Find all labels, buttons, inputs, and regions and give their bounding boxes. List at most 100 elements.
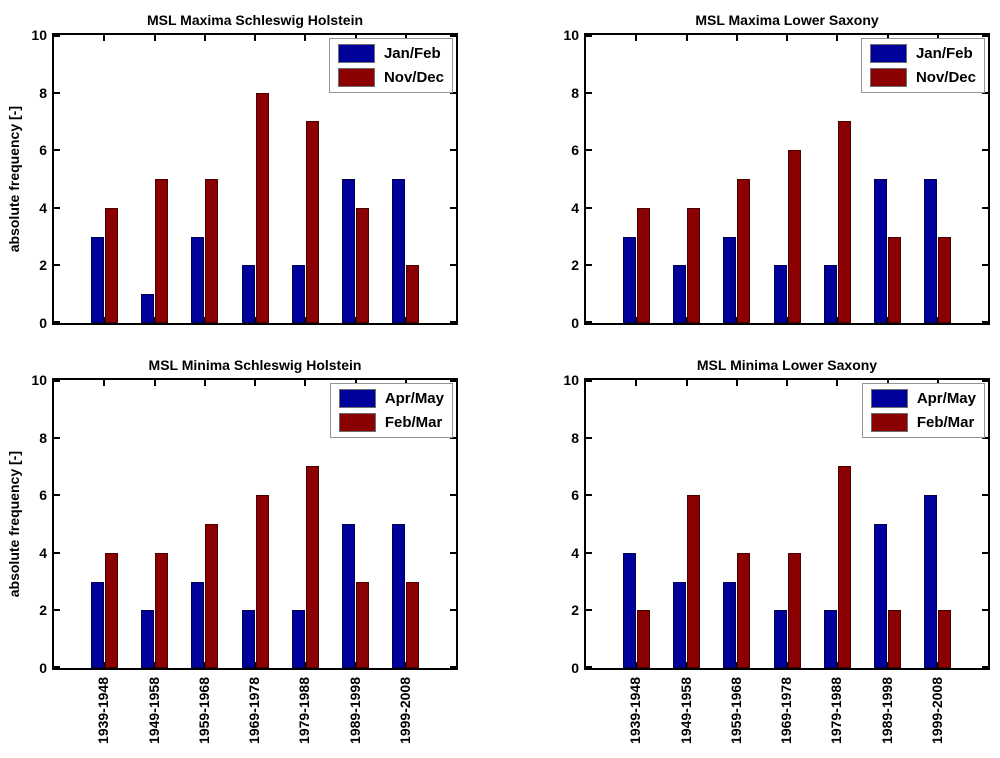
x-tick-label: 1959-1968 — [727, 677, 744, 744]
y-tick — [54, 149, 60, 152]
x-tick — [735, 380, 738, 386]
bar-feb-mar-1969-1978 — [787, 552, 801, 668]
axes: 0 2 4 6 8 10 1939-1948 1949-1958 1959-1968 1969-1… — [563, 372, 990, 744]
y-tick-label: 4 — [39, 199, 47, 216]
x-tick-label: 1939-1948 — [627, 677, 644, 744]
bar-nov-dec-1989-1998 — [888, 236, 901, 323]
x-tick — [304, 317, 307, 323]
y-tick — [982, 380, 988, 382]
legend-swatch-series2 — [338, 413, 376, 432]
y-tick-label: 0 — [39, 660, 47, 676]
y-tick — [982, 321, 988, 323]
y-tick — [54, 206, 60, 209]
bar-apr-may-1999-2008 — [392, 524, 406, 668]
bar-nov-dec-1999-2008 — [938, 236, 952, 323]
bar-jan-feb-1969-1978 — [241, 265, 255, 323]
x-tick-label: 1939-1948 — [95, 677, 112, 744]
bar-feb-mar-1949-1958 — [155, 552, 168, 668]
bar-feb-mar-1939-1948 — [104, 552, 118, 668]
bar-apr-may-1969-1978 — [241, 610, 255, 668]
bar-feb-mar-1989-1998 — [888, 610, 901, 668]
bar-nov-dec-1959-1968 — [737, 179, 751, 323]
bar-jan-feb-1999-2008 — [392, 179, 406, 323]
y-tick-label: 8 — [39, 84, 47, 101]
bar-jan-feb-1939-1948 — [622, 236, 636, 323]
x-tick-label: 1949-1958 — [677, 677, 694, 744]
y-tick — [54, 666, 60, 668]
bar-apr-may-1979-1988 — [291, 610, 305, 668]
bar-nov-dec-1939-1948 — [104, 207, 118, 323]
y-tick — [982, 264, 988, 267]
y-tick-label: 6 — [571, 487, 579, 504]
x-tick — [786, 317, 788, 323]
legend-swatch-series2 — [869, 68, 907, 87]
y-tick-label: 8 — [571, 429, 579, 446]
y-tick — [450, 206, 456, 209]
plot-area: 0 2 4 6 8 10 1939-1948 1949-1958 1959-1968 1969-1… — [563, 372, 988, 744]
legend-label: Feb/Mar — [916, 414, 975, 431]
y-tick — [54, 264, 60, 267]
legend-swatch-series2 — [337, 68, 375, 87]
bar-nov-dec-1989-1998 — [356, 207, 369, 323]
legend-swatch-series1 — [869, 44, 907, 63]
x-tick — [103, 317, 106, 323]
y-tick — [982, 91, 988, 94]
x-tick — [304, 35, 307, 41]
bar-apr-may-1979-1988 — [823, 610, 837, 668]
bar-apr-may-1999-2008 — [924, 495, 938, 668]
y-tick — [982, 149, 988, 152]
x-tick — [635, 662, 638, 668]
y-tick — [54, 551, 60, 554]
y-tick — [450, 321, 456, 323]
bar-jan-feb-1949-1958 — [141, 294, 154, 323]
y-tick — [450, 149, 456, 152]
y-tick — [54, 436, 60, 439]
y-tick — [450, 380, 456, 382]
y-tick — [450, 264, 456, 267]
chart-title: MSL Maxima Schleswig Holstein — [146, 12, 364, 28]
bar-jan-feb-1949-1958 — [673, 265, 686, 323]
x-tick — [836, 317, 839, 323]
x-tick — [786, 380, 788, 386]
subplot-msl-maxima-schleswig-holstein: MSL Maxima Schleswig Holstein absolute f… — [6, 12, 458, 331]
y-tick — [586, 494, 592, 497]
y-tick — [586, 321, 592, 323]
legend-item: Jan/Feb — [337, 44, 444, 63]
x-tick — [936, 662, 939, 668]
bar-nov-dec-1969-1978 — [255, 92, 269, 323]
legend: Apr/May Feb/Mar — [329, 383, 453, 438]
legend-item: Feb/Mar — [870, 413, 976, 432]
x-tick — [404, 317, 407, 323]
x-tick-label: 1989-1998 — [878, 677, 895, 744]
y-tick — [586, 551, 592, 554]
bar-feb-mar-1999-2008 — [406, 581, 420, 668]
legend-item: Nov/Dec — [337, 68, 444, 87]
y-tick-label: 6 — [39, 487, 47, 504]
y-tick — [586, 149, 592, 152]
x-tick — [203, 317, 206, 323]
x-tick — [886, 662, 889, 668]
y-tick-label: 10 — [31, 372, 47, 388]
bar-apr-may-1949-1958 — [673, 581, 686, 668]
x-tick-label: 1989-1998 — [346, 677, 363, 744]
legend: Jan/Feb Nov/Dec — [860, 38, 985, 93]
y-axis-label: absolute frequency [-] — [6, 105, 22, 253]
y-tick — [54, 321, 60, 323]
y-tick — [586, 436, 592, 439]
axes: 0 2 4 6 8 10 Jan/Feb Nov/Dec — [563, 27, 990, 331]
x-tick — [354, 317, 357, 323]
bar-nov-dec-1999-2008 — [406, 265, 420, 323]
bar-nov-dec-1969-1978 — [787, 150, 801, 323]
y-tick — [982, 494, 988, 497]
y-tick — [450, 35, 456, 37]
y-tick-label: 4 — [39, 544, 47, 561]
legend-label: Jan/Feb — [915, 45, 973, 62]
x-tick — [153, 35, 156, 41]
x-tick — [836, 662, 839, 668]
legend-label: Apr/May — [384, 390, 444, 407]
legend-label: Nov/Dec — [383, 69, 444, 86]
legend-label: Feb/Mar — [384, 414, 443, 431]
y-tick — [54, 380, 60, 382]
legend-item: Jan/Feb — [869, 44, 976, 63]
x-tick — [685, 317, 688, 323]
